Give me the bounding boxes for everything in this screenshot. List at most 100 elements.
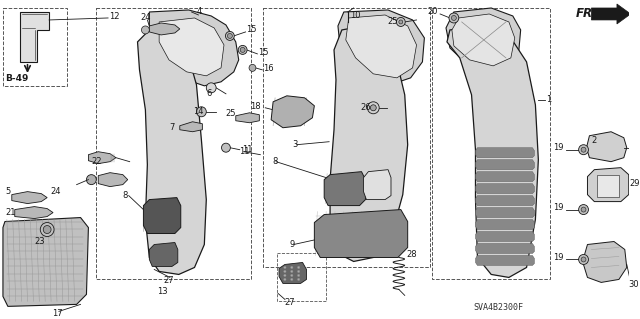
Bar	[3, 8, 67, 86]
Polygon shape	[149, 242, 178, 266]
Text: 8: 8	[122, 191, 128, 200]
Circle shape	[396, 18, 405, 26]
Circle shape	[206, 83, 216, 93]
Circle shape	[291, 278, 293, 281]
Text: 15: 15	[246, 26, 257, 34]
Polygon shape	[271, 96, 314, 128]
Bar	[277, 254, 326, 301]
Circle shape	[225, 32, 234, 41]
Circle shape	[451, 15, 456, 20]
Circle shape	[581, 207, 586, 212]
Circle shape	[399, 20, 403, 24]
Circle shape	[298, 274, 300, 277]
Text: B-49: B-49	[5, 74, 28, 83]
Text: 4: 4	[196, 7, 202, 17]
Text: 24: 24	[51, 187, 61, 196]
Bar	[432, 8, 550, 279]
Circle shape	[284, 274, 286, 277]
Polygon shape	[314, 210, 408, 257]
Circle shape	[86, 174, 96, 185]
Polygon shape	[338, 10, 424, 84]
Text: 5: 5	[5, 187, 10, 196]
Text: FR.: FR.	[575, 7, 597, 20]
Polygon shape	[476, 160, 534, 170]
Polygon shape	[476, 243, 534, 254]
Text: 23: 23	[34, 237, 45, 246]
Polygon shape	[98, 173, 128, 187]
Circle shape	[581, 257, 586, 262]
Text: 17: 17	[52, 309, 62, 318]
Text: 29: 29	[630, 179, 640, 188]
Text: 26: 26	[361, 103, 371, 112]
Text: 13: 13	[157, 287, 168, 296]
Polygon shape	[476, 172, 534, 182]
Text: 30: 30	[628, 280, 639, 289]
Text: 12: 12	[109, 12, 120, 21]
Polygon shape	[330, 26, 408, 262]
Circle shape	[284, 270, 286, 273]
Polygon shape	[346, 15, 417, 78]
Polygon shape	[476, 184, 534, 194]
Circle shape	[238, 45, 247, 54]
Text: 9: 9	[290, 240, 295, 249]
Circle shape	[284, 278, 286, 281]
Circle shape	[449, 13, 459, 23]
Polygon shape	[586, 132, 627, 162]
Circle shape	[298, 270, 300, 273]
Polygon shape	[143, 197, 180, 234]
Circle shape	[221, 143, 230, 152]
Polygon shape	[138, 28, 206, 274]
Polygon shape	[12, 192, 47, 204]
Text: 24: 24	[140, 13, 150, 22]
Polygon shape	[3, 218, 88, 306]
Polygon shape	[324, 172, 365, 205]
Text: 18: 18	[250, 102, 260, 111]
Text: 6: 6	[206, 89, 212, 98]
Polygon shape	[15, 207, 53, 219]
Polygon shape	[476, 196, 534, 205]
Polygon shape	[446, 8, 521, 70]
Text: 19: 19	[554, 203, 564, 212]
Circle shape	[44, 226, 51, 234]
Circle shape	[196, 107, 206, 117]
Polygon shape	[582, 241, 627, 282]
Circle shape	[371, 105, 376, 111]
Text: 16: 16	[263, 64, 274, 73]
Bar	[597, 174, 619, 197]
Text: 2: 2	[591, 136, 596, 145]
Circle shape	[579, 145, 588, 155]
Text: 27: 27	[164, 276, 174, 285]
Polygon shape	[279, 263, 307, 283]
Circle shape	[291, 274, 293, 277]
Circle shape	[579, 204, 588, 215]
Circle shape	[249, 64, 256, 71]
Text: SVA4B2300F: SVA4B2300F	[474, 303, 524, 312]
Bar	[263, 8, 430, 267]
Polygon shape	[476, 219, 534, 230]
Polygon shape	[364, 170, 391, 200]
Text: 10: 10	[349, 11, 360, 20]
Polygon shape	[88, 152, 116, 164]
Polygon shape	[452, 14, 515, 66]
Bar	[96, 8, 252, 279]
Polygon shape	[591, 4, 630, 24]
Circle shape	[141, 26, 149, 34]
Circle shape	[298, 266, 300, 269]
Text: 15: 15	[259, 48, 269, 57]
Text: 22: 22	[92, 157, 102, 166]
Text: 19: 19	[554, 253, 564, 262]
Text: 14: 14	[193, 107, 204, 116]
Circle shape	[579, 255, 588, 264]
Text: 25: 25	[387, 18, 398, 26]
Circle shape	[298, 278, 300, 281]
Text: 1: 1	[546, 95, 552, 104]
Text: 20: 20	[428, 7, 438, 17]
Polygon shape	[149, 10, 239, 86]
Polygon shape	[476, 208, 534, 218]
Text: 11: 11	[242, 145, 252, 154]
Text: 19: 19	[554, 143, 564, 152]
Circle shape	[284, 266, 286, 269]
Polygon shape	[476, 256, 534, 265]
Polygon shape	[159, 18, 224, 76]
Polygon shape	[476, 232, 534, 241]
